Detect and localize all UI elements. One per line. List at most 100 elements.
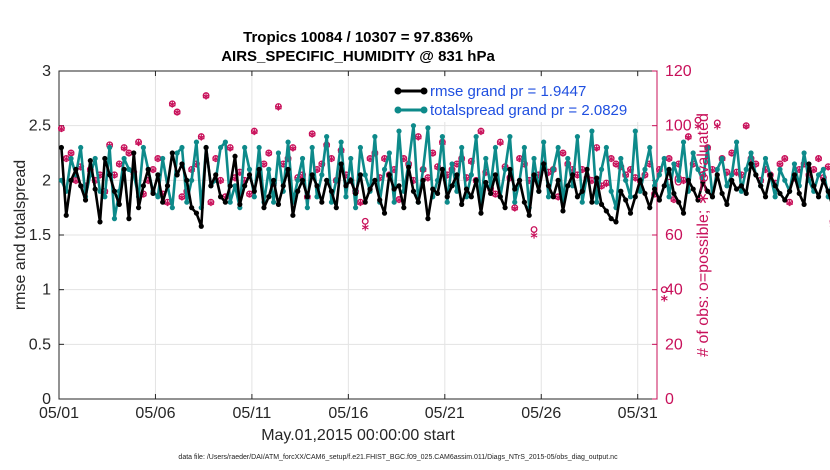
totalspread-point — [227, 199, 233, 205]
obs-evaluated-point: * — [810, 165, 818, 181]
rmse-point — [555, 177, 561, 183]
totalspread-point — [338, 139, 344, 145]
rmse-point — [815, 194, 822, 200]
rmse-point — [598, 201, 605, 207]
rmse-point — [295, 188, 301, 194]
obs-evaluated-point: * — [328, 154, 336, 170]
rmse-point — [285, 166, 291, 172]
totalspread-point — [632, 128, 638, 134]
totalspread-point — [743, 166, 749, 172]
obs-evaluated-point: * — [246, 190, 254, 206]
rmse-point — [811, 183, 817, 189]
totalspread-point — [762, 155, 769, 162]
rmse-point — [232, 153, 238, 159]
rmse-point — [497, 194, 503, 200]
totalspread-point — [589, 128, 595, 134]
totalspread-point — [603, 144, 609, 151]
totalspread-point — [169, 205, 175, 211]
totalspread-point — [676, 177, 682, 183]
totalspread-point — [232, 183, 238, 189]
totalspread-point — [352, 205, 359, 211]
x-axis-ticks: 05/01 05/06 05/11 05/16 05/21 05/26 05/31 — [39, 71, 658, 422]
obs-evaluated-point: * — [738, 171, 746, 187]
totalspread-point — [690, 150, 696, 156]
rmse-point — [483, 179, 489, 186]
y-tick-label: 2.5 — [29, 118, 51, 135]
obs-evaluated-point: * — [173, 108, 181, 124]
obs-evaluated-point: * — [77, 162, 85, 178]
y-axis-ticks: 0 0.5 1 1.5 2 2.5 3 — [29, 63, 64, 408]
obs-possible-point — [530, 226, 538, 233]
obs-evaluated-point: * — [690, 160, 698, 176]
totalspread-point — [222, 139, 228, 145]
rmse-point — [271, 177, 277, 183]
obs-evaluated-point: * — [661, 294, 669, 310]
rmse-point — [87, 158, 93, 164]
rmse-point — [203, 144, 209, 151]
rmse-point — [488, 190, 494, 197]
rmse-point — [642, 190, 648, 197]
obs-evaluated-point: * — [164, 198, 172, 214]
rmse-point — [777, 190, 783, 197]
obs-evaluated-point: * — [342, 171, 350, 187]
rmse-point — [367, 186, 373, 192]
rmse-point — [189, 205, 195, 211]
rmse-point — [145, 166, 151, 172]
totalspread-point — [521, 144, 527, 151]
y2-axis-label: # of obs: o=possible; ∗=evaluated — [695, 113, 712, 357]
rmse-point — [825, 188, 830, 194]
obs-evaluated-point: * — [685, 132, 693, 148]
rmse-point — [550, 194, 556, 200]
rmse-point — [280, 183, 286, 189]
y2-tick-label: 100 — [665, 118, 692, 135]
obs-evaluated-point: * — [593, 143, 601, 159]
x-tick-label: 05/11 — [232, 405, 271, 422]
rmse-point — [135, 205, 142, 211]
obs-evaluated-point: * — [463, 173, 471, 189]
chart-subtitle: AIRS_SPECIFIC_HUMIDITY @ 831 hPa — [221, 48, 495, 65]
obs-evaluated-point: * — [444, 171, 452, 187]
totalspread-point — [396, 128, 402, 134]
obs-possible-point — [197, 133, 205, 141]
rmse-point — [748, 161, 754, 167]
obs-evaluated-point: * — [72, 176, 80, 192]
obs-evaluated-point: * — [579, 165, 587, 181]
totalspread-point — [647, 144, 653, 151]
obs-evaluated-point: * — [511, 203, 519, 219]
obs-evaluated-point: * — [424, 173, 432, 189]
obs-evaluated-point: * — [429, 149, 437, 165]
rmse-point — [709, 194, 716, 200]
rmse-point — [160, 199, 166, 205]
rmse-point — [237, 201, 243, 207]
rmse-point — [251, 188, 257, 194]
obs-evaluated-point: * — [825, 162, 830, 178]
obs-evaluated-point: * — [135, 138, 143, 154]
rmse-point — [107, 172, 113, 178]
rmse-point — [401, 205, 407, 211]
totalspread-point — [328, 199, 335, 205]
obs-possible-point — [684, 133, 692, 141]
totalspread-point — [126, 166, 132, 172]
rmse-point — [516, 177, 523, 183]
obs-evaluated-point: * — [497, 138, 505, 154]
totalspread-point — [295, 177, 301, 183]
rmse-point — [623, 197, 629, 203]
obs-possible-point — [246, 190, 253, 198]
legend-spread-marker-left — [394, 106, 402, 114]
totalspread-point — [439, 134, 445, 140]
rmse-point — [632, 194, 638, 200]
rmse-point — [719, 190, 725, 197]
totalspread-point — [531, 155, 537, 162]
rmse-point — [396, 183, 402, 189]
obs-possible-point — [496, 138, 504, 146]
rmse-point — [521, 199, 527, 205]
rmse-point — [685, 177, 691, 183]
rmse-point — [603, 208, 609, 214]
rmse-point — [420, 177, 426, 183]
rmse-point — [762, 194, 769, 200]
rmse-point — [352, 190, 359, 197]
totalspread-point — [671, 161, 677, 167]
legend: rmse grand pr = 1.9447 totalspread grand… — [393, 77, 645, 122]
totalspread-point — [299, 155, 306, 162]
obs-evaluated-point: * — [400, 154, 408, 170]
